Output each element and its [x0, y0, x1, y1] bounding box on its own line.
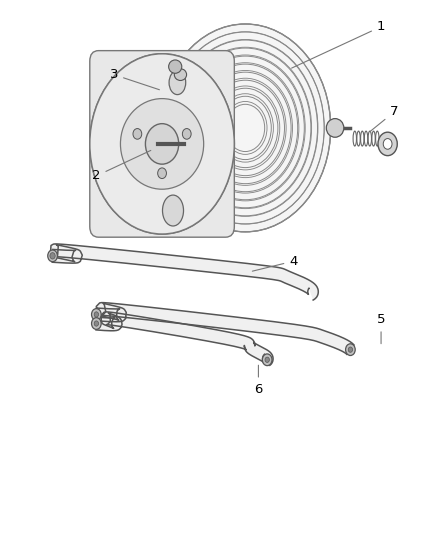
- Ellipse shape: [90, 54, 234, 234]
- Circle shape: [348, 347, 353, 352]
- Ellipse shape: [120, 99, 204, 189]
- Circle shape: [182, 128, 191, 139]
- Ellipse shape: [174, 69, 187, 80]
- Circle shape: [92, 318, 101, 329]
- Circle shape: [383, 139, 392, 149]
- Text: 1: 1: [292, 20, 385, 68]
- Polygon shape: [96, 312, 273, 365]
- Text: 5: 5: [377, 313, 385, 344]
- Polygon shape: [50, 244, 318, 300]
- Text: 6: 6: [254, 365, 263, 395]
- Text: 4: 4: [252, 255, 298, 271]
- Circle shape: [94, 312, 99, 317]
- Circle shape: [92, 309, 101, 320]
- Circle shape: [262, 354, 272, 366]
- Circle shape: [48, 250, 57, 262]
- Circle shape: [50, 253, 55, 259]
- Ellipse shape: [169, 70, 186, 95]
- Circle shape: [265, 357, 269, 362]
- Circle shape: [94, 321, 99, 326]
- Ellipse shape: [90, 54, 234, 234]
- Ellipse shape: [326, 119, 344, 137]
- Ellipse shape: [169, 60, 182, 74]
- Ellipse shape: [160, 24, 331, 232]
- Text: 7: 7: [370, 106, 399, 132]
- Text: 3: 3: [110, 68, 159, 90]
- Circle shape: [133, 128, 142, 139]
- FancyBboxPatch shape: [90, 51, 234, 237]
- Circle shape: [378, 132, 397, 156]
- Ellipse shape: [162, 195, 184, 226]
- Circle shape: [158, 168, 166, 179]
- Text: 2: 2: [92, 150, 151, 182]
- Circle shape: [145, 124, 179, 164]
- Circle shape: [346, 344, 355, 356]
- Polygon shape: [96, 303, 354, 354]
